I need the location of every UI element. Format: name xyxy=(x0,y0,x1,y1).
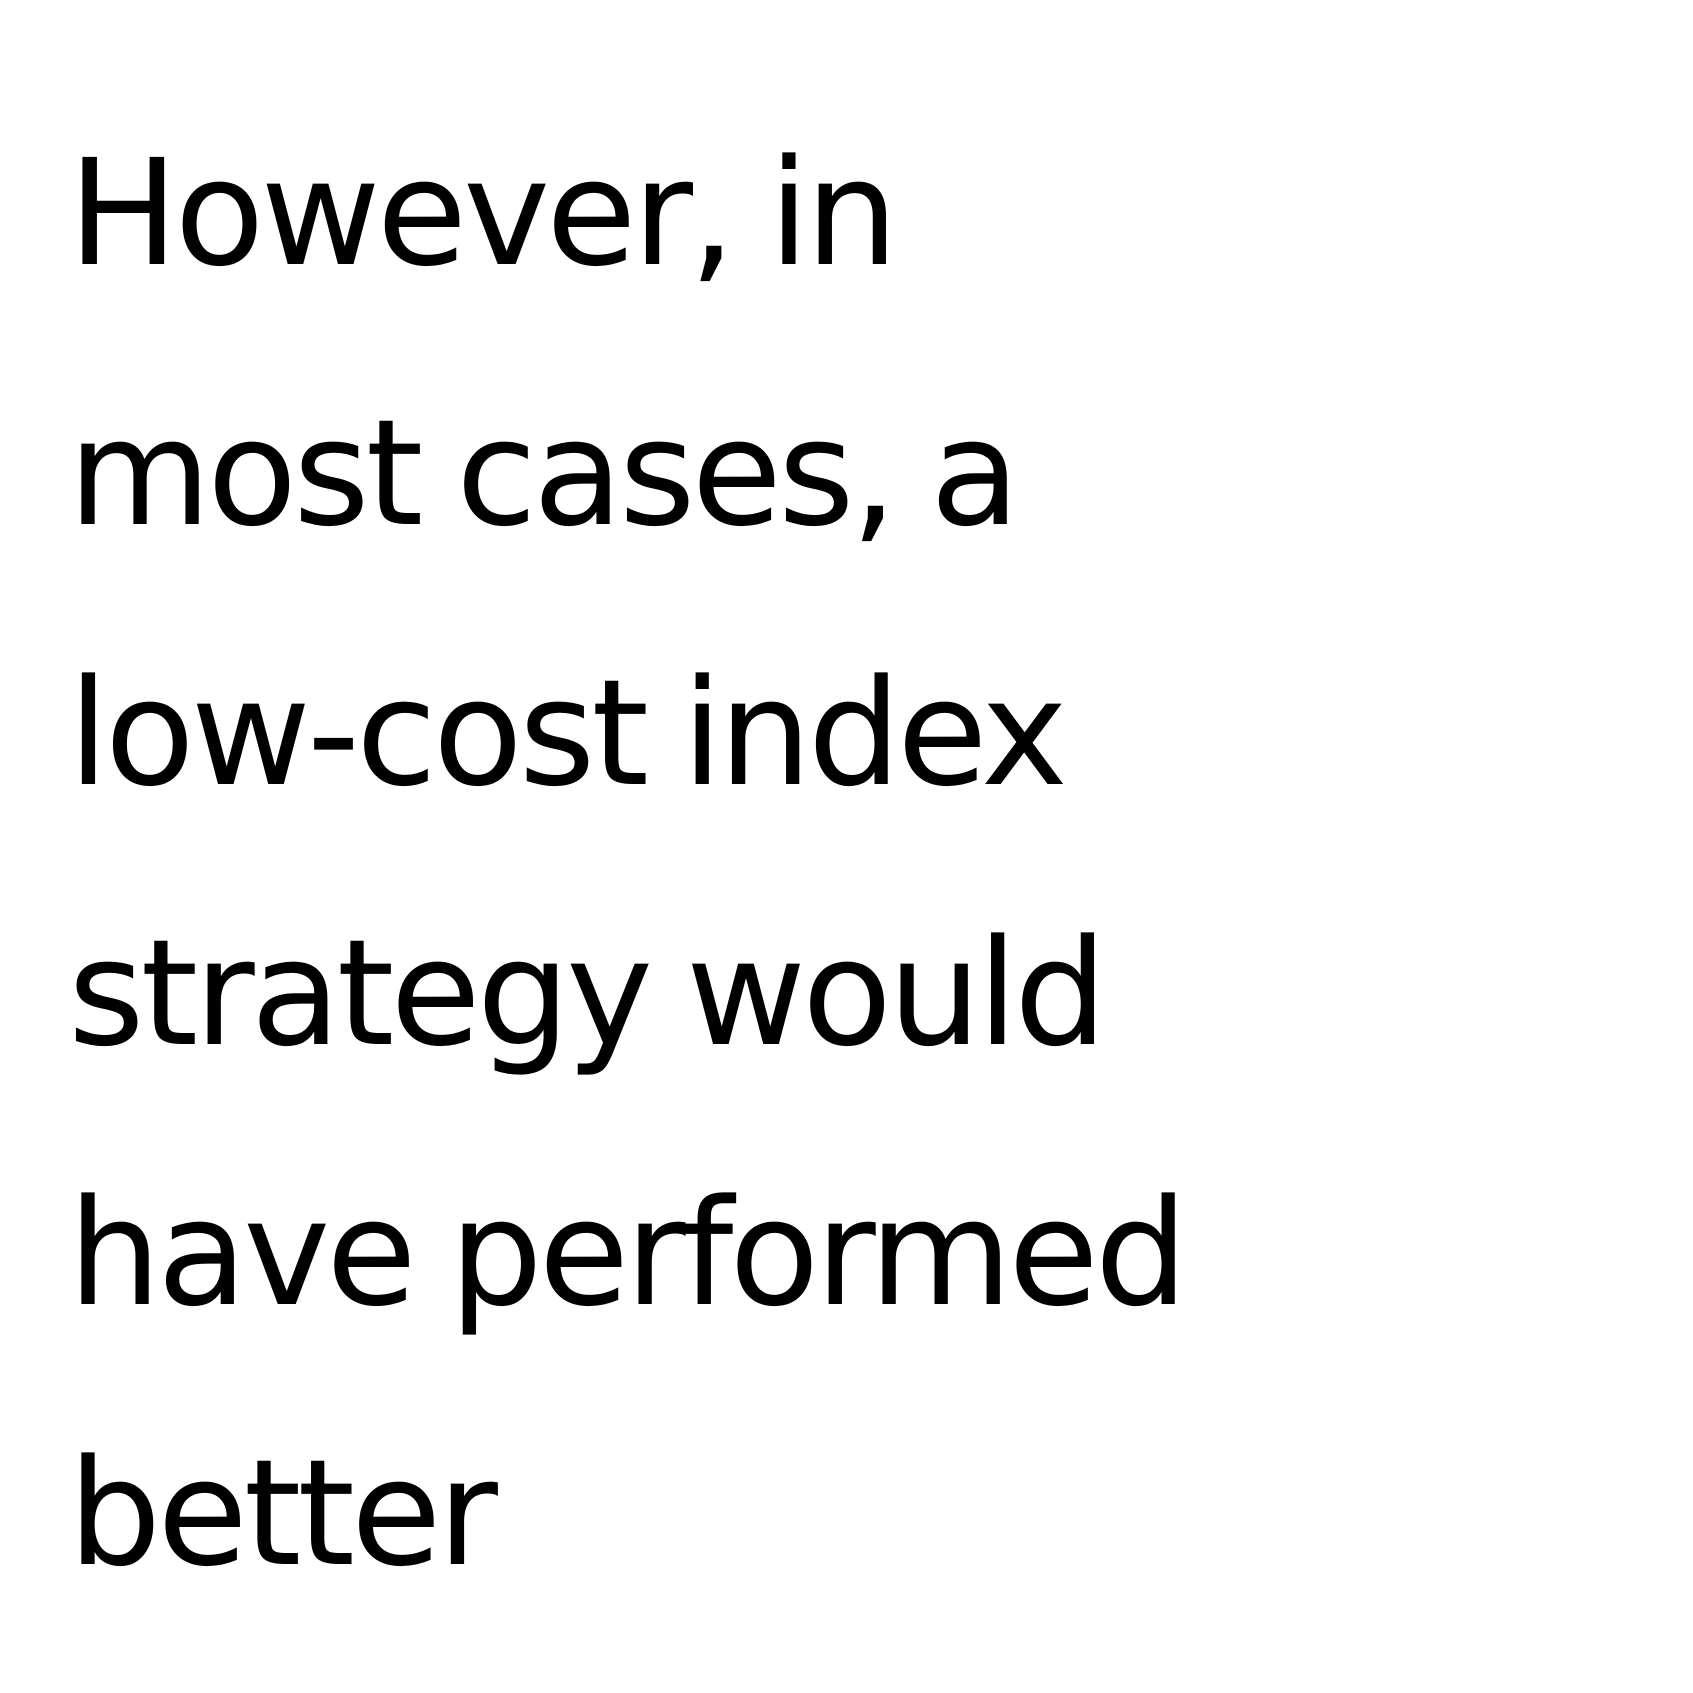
statement-line-6: better xyxy=(68,1428,498,1599)
statement-line-2: most cases, a xyxy=(68,388,1020,559)
statement-line-4: strategy would xyxy=(68,908,1107,1079)
statement-line-5: have performed xyxy=(68,1168,1188,1339)
slide-statement: However, in most cases, a low-cost index… xyxy=(68,84,1628,1644)
statement-line-3: low-cost index xyxy=(68,648,1068,819)
statement-line-1: However, in xyxy=(68,128,898,299)
